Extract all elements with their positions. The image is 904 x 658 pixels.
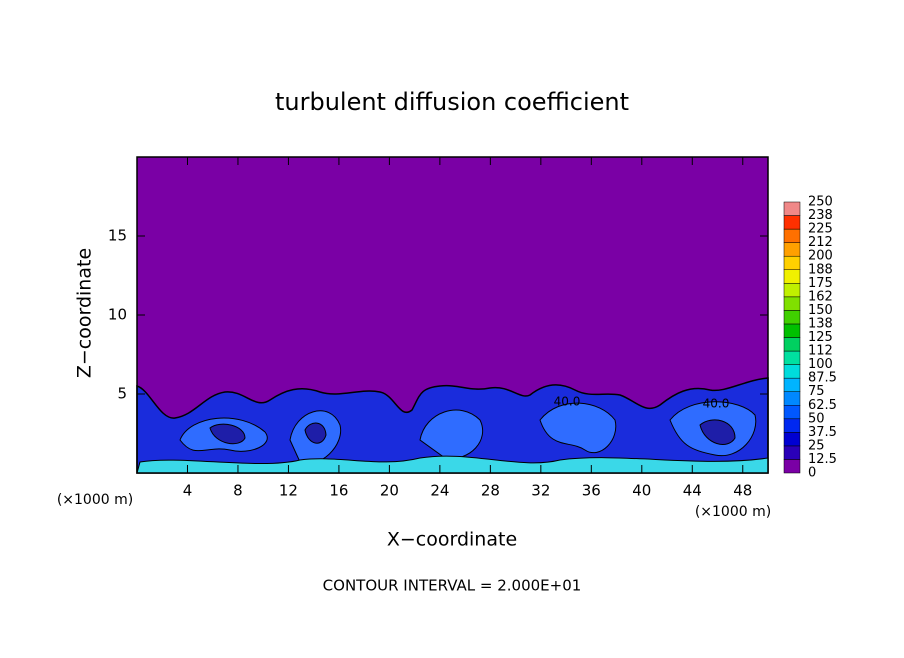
contour-label: 40.0 <box>703 397 730 411</box>
colorbar-label: 225 <box>808 222 833 237</box>
chart-title: turbulent diffusion coefficient <box>275 88 629 116</box>
colorbar-label: 138 <box>808 316 833 331</box>
colorbar-swatch <box>783 391 801 406</box>
colorbar-label: 162 <box>808 289 833 304</box>
x-tick-label: 48 <box>733 482 752 500</box>
colorbar-swatch <box>783 255 801 271</box>
colorbar-label: 250 <box>808 195 833 210</box>
colorbar-swatch <box>783 283 801 298</box>
field-detail <box>136 455 769 474</box>
x-tick-label: 40 <box>632 482 651 500</box>
colorbar-label: 100 <box>808 357 833 372</box>
colorbar-label: 212 <box>808 235 833 250</box>
colorbar-label: 188 <box>808 262 833 277</box>
colorbar-swatch <box>783 310 801 325</box>
colorbar-swatch <box>783 445 801 460</box>
colorbar-label: 75 <box>808 384 825 399</box>
field <box>136 157 769 474</box>
colorbar-label: 0 <box>808 466 816 481</box>
colorbar-swatch <box>783 350 801 365</box>
y-axis-label: Z−coordinate <box>74 248 96 378</box>
colorbar-swatch <box>783 228 801 243</box>
colorbar-swatch <box>783 296 801 311</box>
footer: CONTOUR INTERVAL = 2.000E+01 <box>323 577 582 595</box>
colorbar-swatch <box>783 432 801 447</box>
colorbar-swatch <box>783 215 801 230</box>
colorbar-label: 238 <box>808 208 833 223</box>
colorbar-label: 112 <box>808 344 833 359</box>
x-tick-label: 32 <box>531 482 550 500</box>
colorbar-swatch <box>783 337 801 352</box>
colorbar-swatch <box>783 377 801 392</box>
colorbar-label: 150 <box>808 303 833 318</box>
x-tick-label: 24 <box>430 482 449 500</box>
y-tick-label: 15 <box>108 227 127 245</box>
x-unit-label: (×1000 m) <box>695 504 771 520</box>
colorbar-label: 37.5 <box>808 425 837 440</box>
x-tick-label: 20 <box>380 482 399 500</box>
x-tick-label: 28 <box>481 482 500 500</box>
x-tick-label: 36 <box>582 482 601 500</box>
y-tick-label: 10 <box>108 306 127 324</box>
colorbar-label: 175 <box>808 276 833 291</box>
colorbar-label: 125 <box>808 330 833 345</box>
colorbar-label: 87.5 <box>808 371 837 386</box>
colorbar-label: 12.5 <box>808 452 837 467</box>
colorbar-swatch <box>783 405 801 420</box>
y-tick-label: 5 <box>117 385 127 403</box>
x-tick-label: 16 <box>329 482 348 500</box>
x-tick-label: 44 <box>683 482 702 500</box>
colorbar-swatch <box>783 323 801 338</box>
x-axis-label: X−coordinate <box>387 529 517 551</box>
x-tick-label: 4 <box>183 482 193 500</box>
colorbar-label: 25 <box>808 438 825 453</box>
field-detail <box>209 419 736 445</box>
colorbar-swatch <box>783 418 801 433</box>
field-detail <box>179 401 757 464</box>
colorbar-swatch <box>783 459 801 474</box>
colorbar-swatch <box>783 201 801 216</box>
x-tick-label: 12 <box>279 482 298 500</box>
colorbar-swatch <box>783 269 801 284</box>
x-unit-label: (×1000 m) <box>57 492 133 508</box>
colorbar-label: 50 <box>808 411 825 426</box>
colorbar-swatch <box>783 364 801 379</box>
colorbar-swatch <box>783 242 801 257</box>
x-tick-label: 8 <box>233 482 243 500</box>
colorbar-label: 200 <box>808 249 833 264</box>
contour-label: 40.0 <box>554 395 581 409</box>
colorbar-label: 62.5 <box>808 398 837 413</box>
